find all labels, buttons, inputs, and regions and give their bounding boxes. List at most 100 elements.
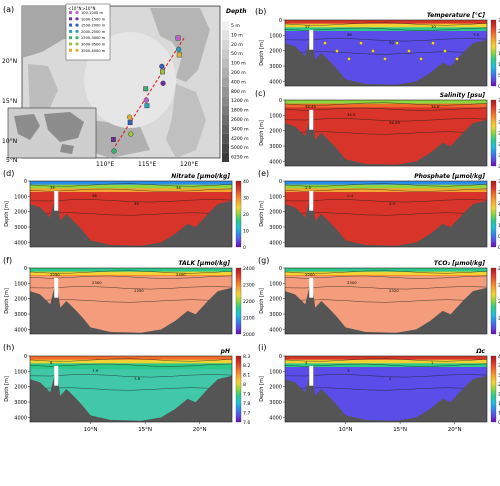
contour-lines: 2.5 2.4 2.3 <box>285 183 487 216</box>
colorbar-tick-label: 10 <box>498 62 500 68</box>
contour-line <box>285 38 487 42</box>
y-tick-label: 0 <box>279 354 282 360</box>
data-band <box>285 155 487 160</box>
contour-label: 34.5 <box>347 112 356 117</box>
contour-label: 34 <box>176 185 181 190</box>
y-tick-label: 2000 <box>269 210 282 216</box>
contour-line <box>30 199 232 203</box>
panel-title: Nitrate [μmol/kg] <box>171 173 230 180</box>
panel-title: Ωc <box>475 348 485 355</box>
contour-line <box>30 212 232 216</box>
contour-label: 2.5 <box>305 185 312 190</box>
colorbar-tick-label: 2200 <box>498 282 500 288</box>
profile-gap <box>309 109 314 130</box>
colorbar-tick-label: 15 <box>498 51 500 57</box>
colorbar-tick-label: 1.5 <box>498 401 500 407</box>
seafloor <box>30 279 232 334</box>
data-band <box>285 210 487 215</box>
contour-line <box>285 286 487 290</box>
colorbar-tick-label: 32.25 <box>498 153 500 159</box>
data-band <box>285 82 487 86</box>
panel-letter-a: (a) <box>3 5 14 14</box>
data-band <box>30 188 232 193</box>
data-band <box>285 107 487 112</box>
data-band <box>30 359 232 364</box>
profile-gap <box>54 190 59 211</box>
data-band <box>285 23 487 28</box>
contour-label: 34.55 <box>389 120 400 125</box>
data-band <box>285 38 487 43</box>
y-tick-label: 1000 <box>14 281 27 287</box>
contour-line <box>30 183 232 187</box>
contour-line <box>285 374 487 378</box>
legend-entry-label: 100-1000 m <box>81 11 103 15</box>
contour-lines: 2250 2300 2350 2400 <box>30 270 232 303</box>
depth-scale-label: 3400 m <box>231 126 249 132</box>
data-band <box>285 31 487 36</box>
station-circle <box>143 97 149 103</box>
panel-title: TALK [μmol/kg] <box>178 260 230 267</box>
contour-label: 2400 <box>176 272 186 277</box>
lat-label-10n: 10°N <box>2 138 17 145</box>
contour-label: 20 <box>389 40 394 45</box>
contour-lines: 34.45 34.5 34.55 34.6 <box>285 102 487 135</box>
data-band <box>30 363 232 368</box>
contour-label: 2.3 <box>389 201 396 206</box>
data-band <box>285 418 487 422</box>
colorbar-tick-label: 3 <box>498 373 500 379</box>
y-tick-label: 1000 <box>269 194 282 200</box>
data-band <box>285 217 487 222</box>
station-square <box>110 137 116 142</box>
y-tick-label: 0 <box>279 179 282 185</box>
contour-line <box>285 387 487 391</box>
sample-dot <box>395 41 399 45</box>
y-tick-label: 4000 <box>269 415 282 421</box>
panel-letter-h: (h) <box>3 343 14 352</box>
panel-frame <box>29 267 233 335</box>
contour-line <box>30 188 232 192</box>
depth-scale-label: 20 m <box>231 42 243 48</box>
data-band <box>285 268 487 273</box>
depth-scale-label: 1800 m <box>231 108 249 114</box>
colorbar-tick-label: 2000 <box>498 315 500 321</box>
station-markers <box>110 35 182 154</box>
data-band <box>30 195 232 200</box>
y-tick-label: 0 <box>24 179 27 185</box>
data-band <box>285 225 487 230</box>
panel-letter-i: (i) <box>258 343 266 352</box>
profile-gap <box>54 365 59 386</box>
seafloor <box>285 111 487 166</box>
colorbar-tick-label: 2200 <box>243 299 255 305</box>
legend-circle <box>75 48 79 52</box>
data-band <box>285 111 487 116</box>
y-tick-label: 4000 <box>269 159 282 165</box>
data-band <box>285 356 487 361</box>
legend-square <box>69 48 72 52</box>
colorbar-tick-label: 1 <box>498 223 500 229</box>
data-band <box>285 214 487 219</box>
data-band <box>285 228 487 233</box>
y-tick-label: 2000 <box>269 49 282 55</box>
contour-line <box>30 275 232 279</box>
data-band <box>285 184 487 189</box>
colorbar-tick-label: 7.7 <box>243 410 250 416</box>
panel-title: Salinity [psu] <box>440 92 486 99</box>
data-band <box>285 188 487 193</box>
contour-line <box>30 363 232 367</box>
contour-line <box>285 102 487 106</box>
colorbar-tick-label: 2 <box>498 201 500 207</box>
data-band <box>285 400 487 405</box>
legend-square <box>69 36 72 40</box>
legend-entry-label: 3000-3500 m <box>81 43 106 47</box>
panel-letter-c: (c) <box>255 89 266 98</box>
contour-line <box>285 299 487 303</box>
legend-square <box>69 11 72 14</box>
station-legend-box <box>65 3 111 61</box>
colorbar-tick-label: 33.75 <box>498 120 500 126</box>
depth-scale-swatch <box>222 133 229 144</box>
contour-label: 2300 <box>347 280 357 285</box>
colorbar-tick-label: 5 <box>498 73 500 79</box>
contour-line <box>285 358 487 362</box>
legend-circle <box>75 10 79 15</box>
